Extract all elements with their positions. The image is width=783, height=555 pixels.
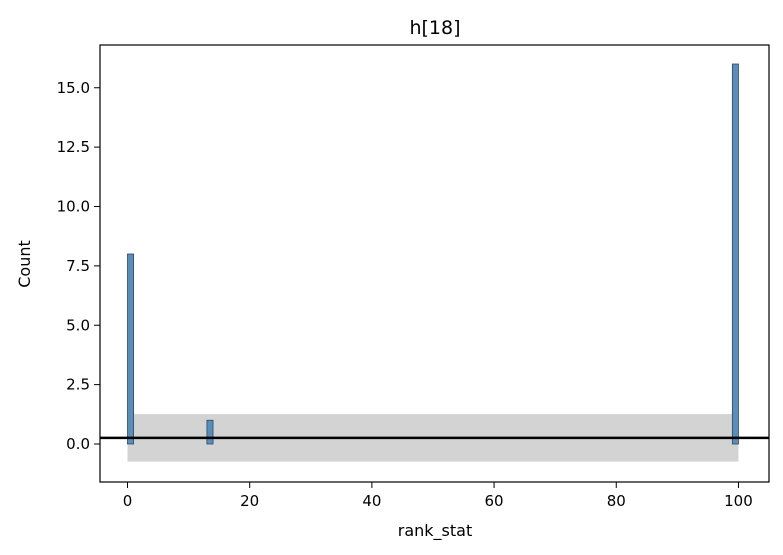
x-axis: 0 20 40 60 80 100 [123, 482, 753, 510]
histogram-bar [731, 63, 739, 445]
chart-title: h[18] [409, 17, 460, 39]
y-axis: 0.0 2.5 5.0 7.5 10.0 12.5 15.0 [57, 79, 100, 453]
y-tick-label: 15.0 [57, 79, 90, 97]
y-tick-label: 7.5 [66, 257, 90, 275]
y-tick-label: 10.0 [57, 198, 90, 216]
x-tick-label: 100 [724, 492, 753, 510]
y-tick-label: 5.0 [66, 316, 90, 334]
y-tick-label: 2.5 [66, 376, 90, 394]
histogram-bar [206, 419, 214, 445]
y-tick-label: 0.0 [66, 435, 90, 453]
x-tick-label: 80 [607, 492, 626, 510]
y-tick-label: 12.5 [57, 138, 90, 156]
y-axis-label: Count [15, 240, 34, 288]
axes-frame [99, 44, 770, 483]
x-tick-label: 20 [240, 492, 259, 510]
plot-area [100, 63, 769, 462]
x-tick-label: 60 [485, 492, 504, 510]
x-tick-label: 0 [123, 492, 133, 510]
histogram-bar [127, 253, 135, 445]
x-axis-label: rank_stat [398, 521, 472, 541]
x-tick-label: 40 [362, 492, 381, 510]
